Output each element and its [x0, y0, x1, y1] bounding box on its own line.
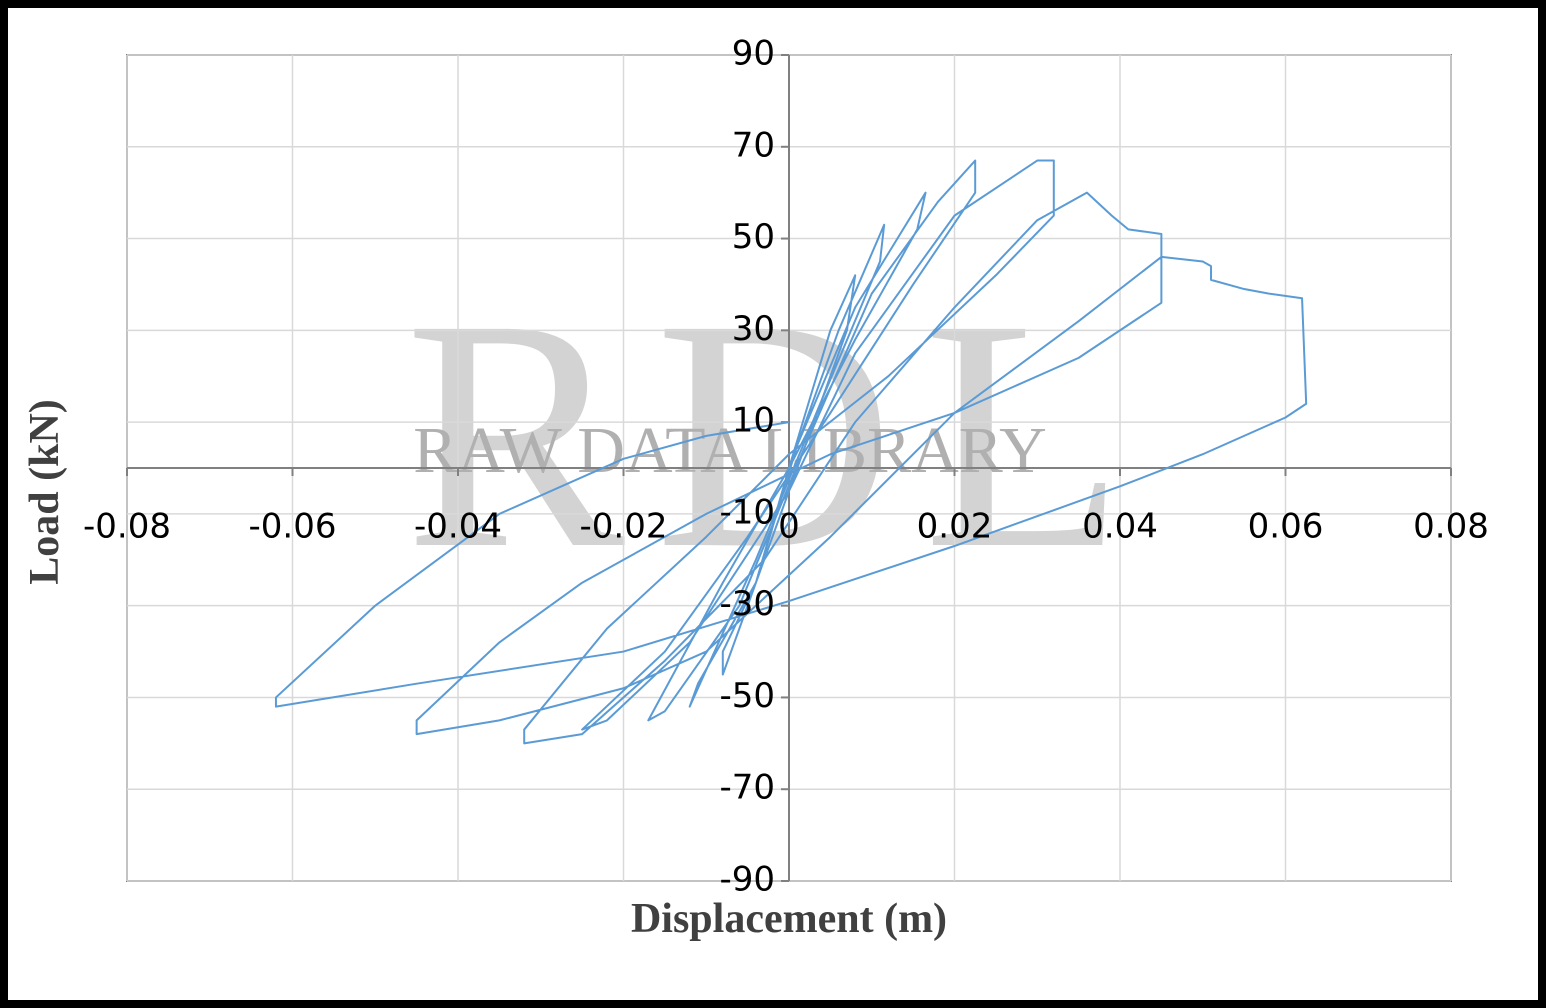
y-tick-label: -50 [719, 676, 775, 716]
watermark-text: RAW DATA LIBRARY [413, 414, 1047, 487]
y-tick-label: 10 [732, 401, 775, 441]
x-tick-label: -0.04 [414, 507, 502, 547]
x-tick-label: -0.02 [580, 507, 668, 547]
tick-labels: -0.08 -0.06 -0.04 -0.02 0 0.02 0.04 0.06 0.08 90 7… [83, 34, 1489, 900]
y-tick-label: 30 [732, 309, 775, 349]
x-tick-label: 0.02 [917, 507, 993, 547]
y-axis-title: Load (kN) [22, 399, 68, 585]
x-tick-label: 0.04 [1082, 507, 1158, 547]
y-tick-label: 70 [732, 125, 775, 165]
x-tick-label: 0.08 [1413, 507, 1489, 547]
y-tick-label: -90 [719, 860, 775, 900]
watermark: RDL RAW DATA LIBRARY [405, 252, 1125, 617]
series-layer [274, 159, 1308, 745]
y-tick-label: -10 [719, 492, 775, 532]
y-tick-label: -30 [719, 584, 775, 624]
x-tick-label: 0.06 [1248, 507, 1324, 547]
grid [126, 54, 1452, 882]
x-tick-label: -0.06 [249, 507, 337, 547]
x-axis-title: Displacement (m) [631, 896, 947, 942]
y-tick-label: -70 [719, 768, 775, 808]
x-tick-label: -0.08 [83, 507, 171, 547]
x-tick-label: 0 [778, 507, 800, 547]
y-tick-label: 90 [732, 34, 775, 74]
hysteresis-line [274, 159, 1308, 745]
y-tick-label: 50 [732, 217, 775, 257]
